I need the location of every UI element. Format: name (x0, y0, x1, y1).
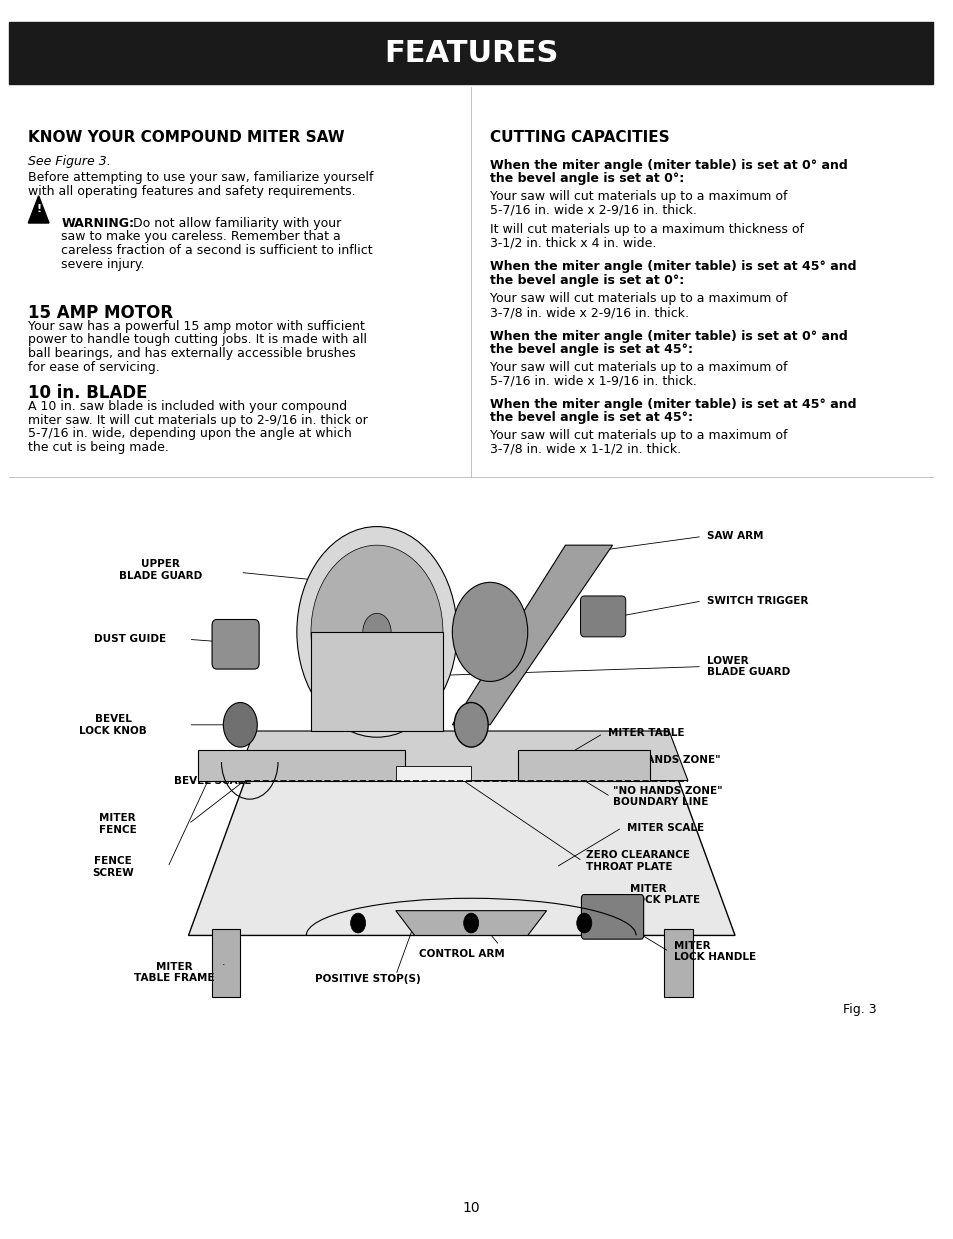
FancyBboxPatch shape (580, 895, 643, 939)
Text: When the miter angle (miter table) is set at 45° and: When the miter angle (miter table) is se… (490, 260, 856, 273)
FancyBboxPatch shape (197, 750, 405, 781)
Text: UPPER
BLADE GUARD: UPPER BLADE GUARD (118, 559, 202, 581)
Text: the bevel angle is set at 0°:: the bevel angle is set at 0°: (490, 274, 683, 286)
Text: "NO HANDS ZONE"
LABEL: "NO HANDS ZONE" LABEL (610, 755, 720, 777)
FancyBboxPatch shape (580, 596, 625, 637)
Text: Fig. 3: Fig. 3 (841, 1004, 876, 1016)
Polygon shape (29, 196, 49, 223)
FancyBboxPatch shape (212, 929, 240, 997)
Text: LOWER
BLADE GUARD: LOWER BLADE GUARD (706, 655, 789, 678)
Text: the bevel angle is set at 45°:: the bevel angle is set at 45°: (490, 411, 692, 424)
Text: BEVEL
LOCK KNOB: BEVEL LOCK KNOB (79, 714, 147, 736)
Text: the cut is being made.: the cut is being made. (29, 441, 169, 453)
FancyBboxPatch shape (212, 620, 259, 669)
Text: the bevel angle is set at 0°:: the bevel angle is set at 0°: (490, 172, 683, 185)
Text: When the miter angle (miter table) is set at 0° and: When the miter angle (miter table) is se… (490, 159, 847, 171)
Text: It will cut materials up to a maximum thickness of: It will cut materials up to a maximum th… (490, 223, 803, 235)
Text: WARNING:: WARNING: (61, 217, 134, 229)
Circle shape (350, 913, 365, 933)
Text: 5-7/16 in. wide x 2-9/16 in. thick.: 5-7/16 in. wide x 2-9/16 in. thick. (490, 203, 697, 216)
Text: Your saw has a powerful 15 amp motor with sufficient: Your saw has a powerful 15 amp motor wit… (29, 320, 365, 332)
Text: POSITIVE STOP(S): POSITIVE STOP(S) (314, 974, 420, 984)
Text: When the miter angle (miter table) is set at 0° and: When the miter angle (miter table) is se… (490, 330, 847, 342)
Text: When the miter angle (miter table) is set at 45° and: When the miter angle (miter table) is se… (490, 398, 856, 410)
Text: FENCE
SCREW: FENCE SCREW (92, 856, 133, 878)
Circle shape (577, 913, 591, 933)
Text: DUST GUIDE: DUST GUIDE (94, 634, 166, 644)
Text: careless fraction of a second is sufficient to inflict: careless fraction of a second is suffici… (61, 244, 373, 256)
Text: 10: 10 (462, 1201, 479, 1215)
Text: with all operating features and safety requirements.: with all operating features and safety r… (29, 185, 355, 197)
Text: Do not allow familiarity with your: Do not allow familiarity with your (129, 217, 341, 229)
Circle shape (362, 613, 391, 650)
Text: See Figure 3.: See Figure 3. (29, 155, 111, 167)
Text: Before attempting to use your saw, familiarize yourself: Before attempting to use your saw, famil… (29, 171, 374, 183)
Polygon shape (235, 731, 687, 781)
Circle shape (463, 913, 478, 933)
Text: Your saw will cut materials up to a maximum of: Your saw will cut materials up to a maxi… (490, 190, 787, 202)
Text: SAW ARM: SAW ARM (706, 532, 762, 541)
Polygon shape (452, 545, 612, 725)
Text: CONTROL ARM: CONTROL ARM (418, 949, 504, 959)
Text: 15 AMP MOTOR: 15 AMP MOTOR (29, 304, 173, 322)
Text: 3-7/8 in. wide x 1-1/2 in. thick.: 3-7/8 in. wide x 1-1/2 in. thick. (490, 442, 680, 455)
Polygon shape (311, 632, 442, 731)
Text: FEATURES: FEATURES (384, 38, 558, 68)
FancyBboxPatch shape (395, 766, 471, 781)
Polygon shape (395, 911, 546, 935)
Text: KNOW YOUR COMPOUND MITER SAW: KNOW YOUR COMPOUND MITER SAW (29, 130, 345, 145)
Text: saw to make you careless. Remember that a: saw to make you careless. Remember that … (61, 230, 340, 243)
Text: MITER TABLE: MITER TABLE (607, 729, 683, 738)
Text: Your saw will cut materials up to a maximum of: Your saw will cut materials up to a maxi… (490, 292, 787, 305)
Text: MITER
LOCK HANDLE: MITER LOCK HANDLE (673, 940, 755, 963)
Text: for ease of servicing.: for ease of servicing. (29, 361, 160, 373)
Text: 3-1/2 in. thick x 4 in. wide.: 3-1/2 in. thick x 4 in. wide. (490, 237, 656, 249)
Text: SWITCH TRIGGER: SWITCH TRIGGER (706, 596, 807, 606)
FancyBboxPatch shape (517, 750, 650, 781)
Circle shape (452, 582, 527, 681)
Circle shape (296, 527, 456, 737)
FancyBboxPatch shape (10, 22, 932, 84)
Circle shape (223, 703, 257, 747)
Text: Your saw will cut materials up to a maximum of: Your saw will cut materials up to a maxi… (490, 429, 787, 441)
Text: 5-7/16 in. wide x 1-9/16 in. thick.: 5-7/16 in. wide x 1-9/16 in. thick. (490, 374, 697, 387)
Text: "NO HANDS ZONE"
BOUNDARY LINE: "NO HANDS ZONE" BOUNDARY LINE (612, 786, 721, 808)
Text: 3-7/8 in. wide x 2-9/16 in. thick.: 3-7/8 in. wide x 2-9/16 in. thick. (490, 306, 688, 318)
FancyBboxPatch shape (663, 929, 692, 997)
Text: the bevel angle is set at 45°:: the bevel angle is set at 45°: (490, 343, 692, 356)
Circle shape (311, 545, 442, 719)
Polygon shape (189, 781, 735, 935)
Text: ball bearings, and has externally accessible brushes: ball bearings, and has externally access… (29, 347, 355, 359)
Text: ZERO CLEARANCE
THROAT PLATE: ZERO CLEARANCE THROAT PLATE (585, 850, 689, 872)
Text: CUTTING CAPACITIES: CUTTING CAPACITIES (490, 130, 669, 145)
Text: A 10 in. saw blade is included with your compound: A 10 in. saw blade is included with your… (29, 400, 347, 413)
Text: MITER
FENCE: MITER FENCE (99, 813, 136, 835)
Text: MITER
LOCK PLATE: MITER LOCK PLATE (629, 883, 699, 906)
Text: power to handle tough cutting jobs. It is made with all: power to handle tough cutting jobs. It i… (29, 333, 367, 346)
Text: Your saw will cut materials up to a maximum of: Your saw will cut materials up to a maxi… (490, 361, 787, 373)
Text: severe injury.: severe injury. (61, 258, 145, 270)
Text: !: ! (36, 204, 41, 214)
Text: 10 in. BLADE: 10 in. BLADE (29, 384, 148, 403)
Circle shape (454, 703, 488, 747)
Text: MITER
TABLE FRAME: MITER TABLE FRAME (134, 961, 214, 984)
Text: miter saw. It will cut materials up to 2-9/16 in. thick or: miter saw. It will cut materials up to 2… (29, 414, 368, 426)
Text: MITER SCALE: MITER SCALE (626, 823, 703, 833)
Text: 5-7/16 in. wide, depending upon the angle at which: 5-7/16 in. wide, depending upon the angl… (29, 427, 352, 440)
Text: BEVEL SCALE: BEVEL SCALE (174, 776, 252, 786)
